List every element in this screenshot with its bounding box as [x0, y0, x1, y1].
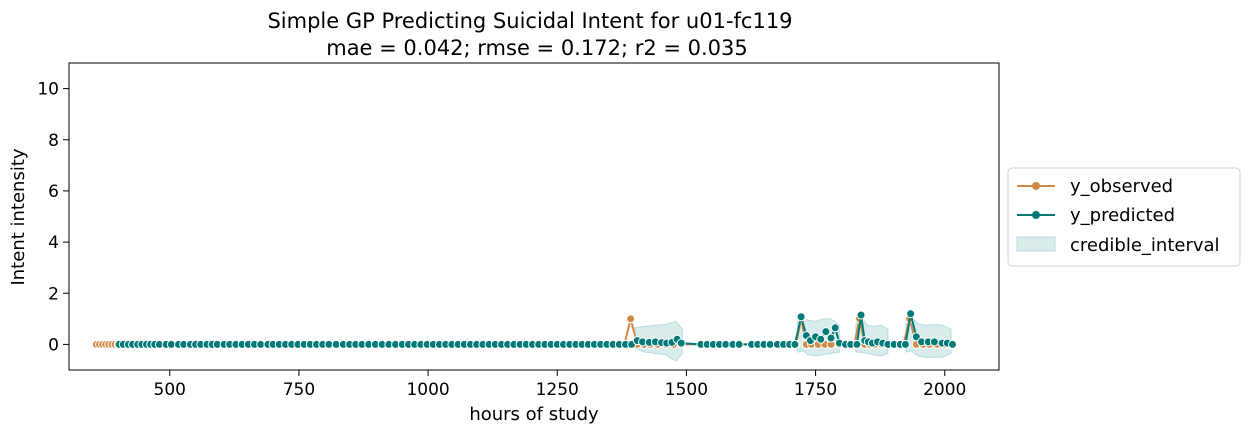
data-point-y-predicted [852, 339, 862, 349]
x-axis-label: hours of study [469, 404, 599, 425]
chart-title: Simple GP Predicting Suicidal Intent for… [267, 9, 792, 33]
y-axis-label: Intent intensity [8, 148, 29, 285]
data-point-y-predicted [821, 327, 831, 337]
y-axis: 0 2 4 6 8 10 [37, 80, 69, 355]
chart-subtitle: mae = 0.042; rmse = 0.172; r2 = 0.035 [326, 36, 748, 60]
legend-label-y-predicted: y_predicted [1070, 205, 1175, 226]
legend-box [1007, 167, 1241, 267]
x-tick-label: 1250 [536, 380, 579, 400]
x-axis: 500 750 1000 1250 1500 1750 2000 [154, 370, 966, 400]
data-point-y-predicted [816, 334, 826, 344]
plot-area [91, 309, 957, 362]
x-tick-label: 750 [283, 380, 315, 400]
x-tick-label: 500 [154, 380, 186, 400]
y-tick-label: 6 [48, 182, 59, 202]
y-tick-label: 10 [37, 80, 59, 100]
data-point-y-predicted [734, 339, 744, 349]
y-tick-label: 8 [48, 131, 59, 151]
plot-frame [68, 62, 1000, 371]
data-point-y-predicted [826, 333, 836, 343]
data-point-y-observed [626, 314, 636, 324]
legend-swatch-credible-interval [1016, 236, 1056, 252]
legend: y_observed y_predicted credible_interval [1007, 167, 1241, 267]
data-point-y-predicted [796, 312, 806, 322]
data-point-y-predicted [900, 339, 910, 349]
data-point-y-predicted [929, 337, 939, 347]
legend-marker-y-observed [1032, 182, 1040, 190]
legend-marker-y-predicted [1032, 211, 1040, 219]
data-point-y-predicted [856, 310, 866, 320]
x-tick-label: 1500 [665, 380, 708, 400]
legend-label-credible-interval: credible_interval [1070, 235, 1220, 256]
x-tick-label: 2000 [923, 380, 966, 400]
x-tick-label: 1750 [794, 380, 837, 400]
data-point-y-predicted [948, 339, 957, 349]
data-point-y-predicted [906, 309, 916, 319]
y-tick-label: 2 [48, 284, 59, 304]
data-point-y-predicted [830, 323, 840, 333]
y-tick-label: 0 [48, 335, 59, 355]
x-tick-label: 1000 [406, 380, 449, 400]
y-tick-label: 4 [48, 233, 59, 253]
legend-label-y-observed: y_observed [1070, 176, 1173, 197]
data-point-y-predicted [790, 339, 800, 349]
data-point-y-predicted [676, 338, 686, 348]
